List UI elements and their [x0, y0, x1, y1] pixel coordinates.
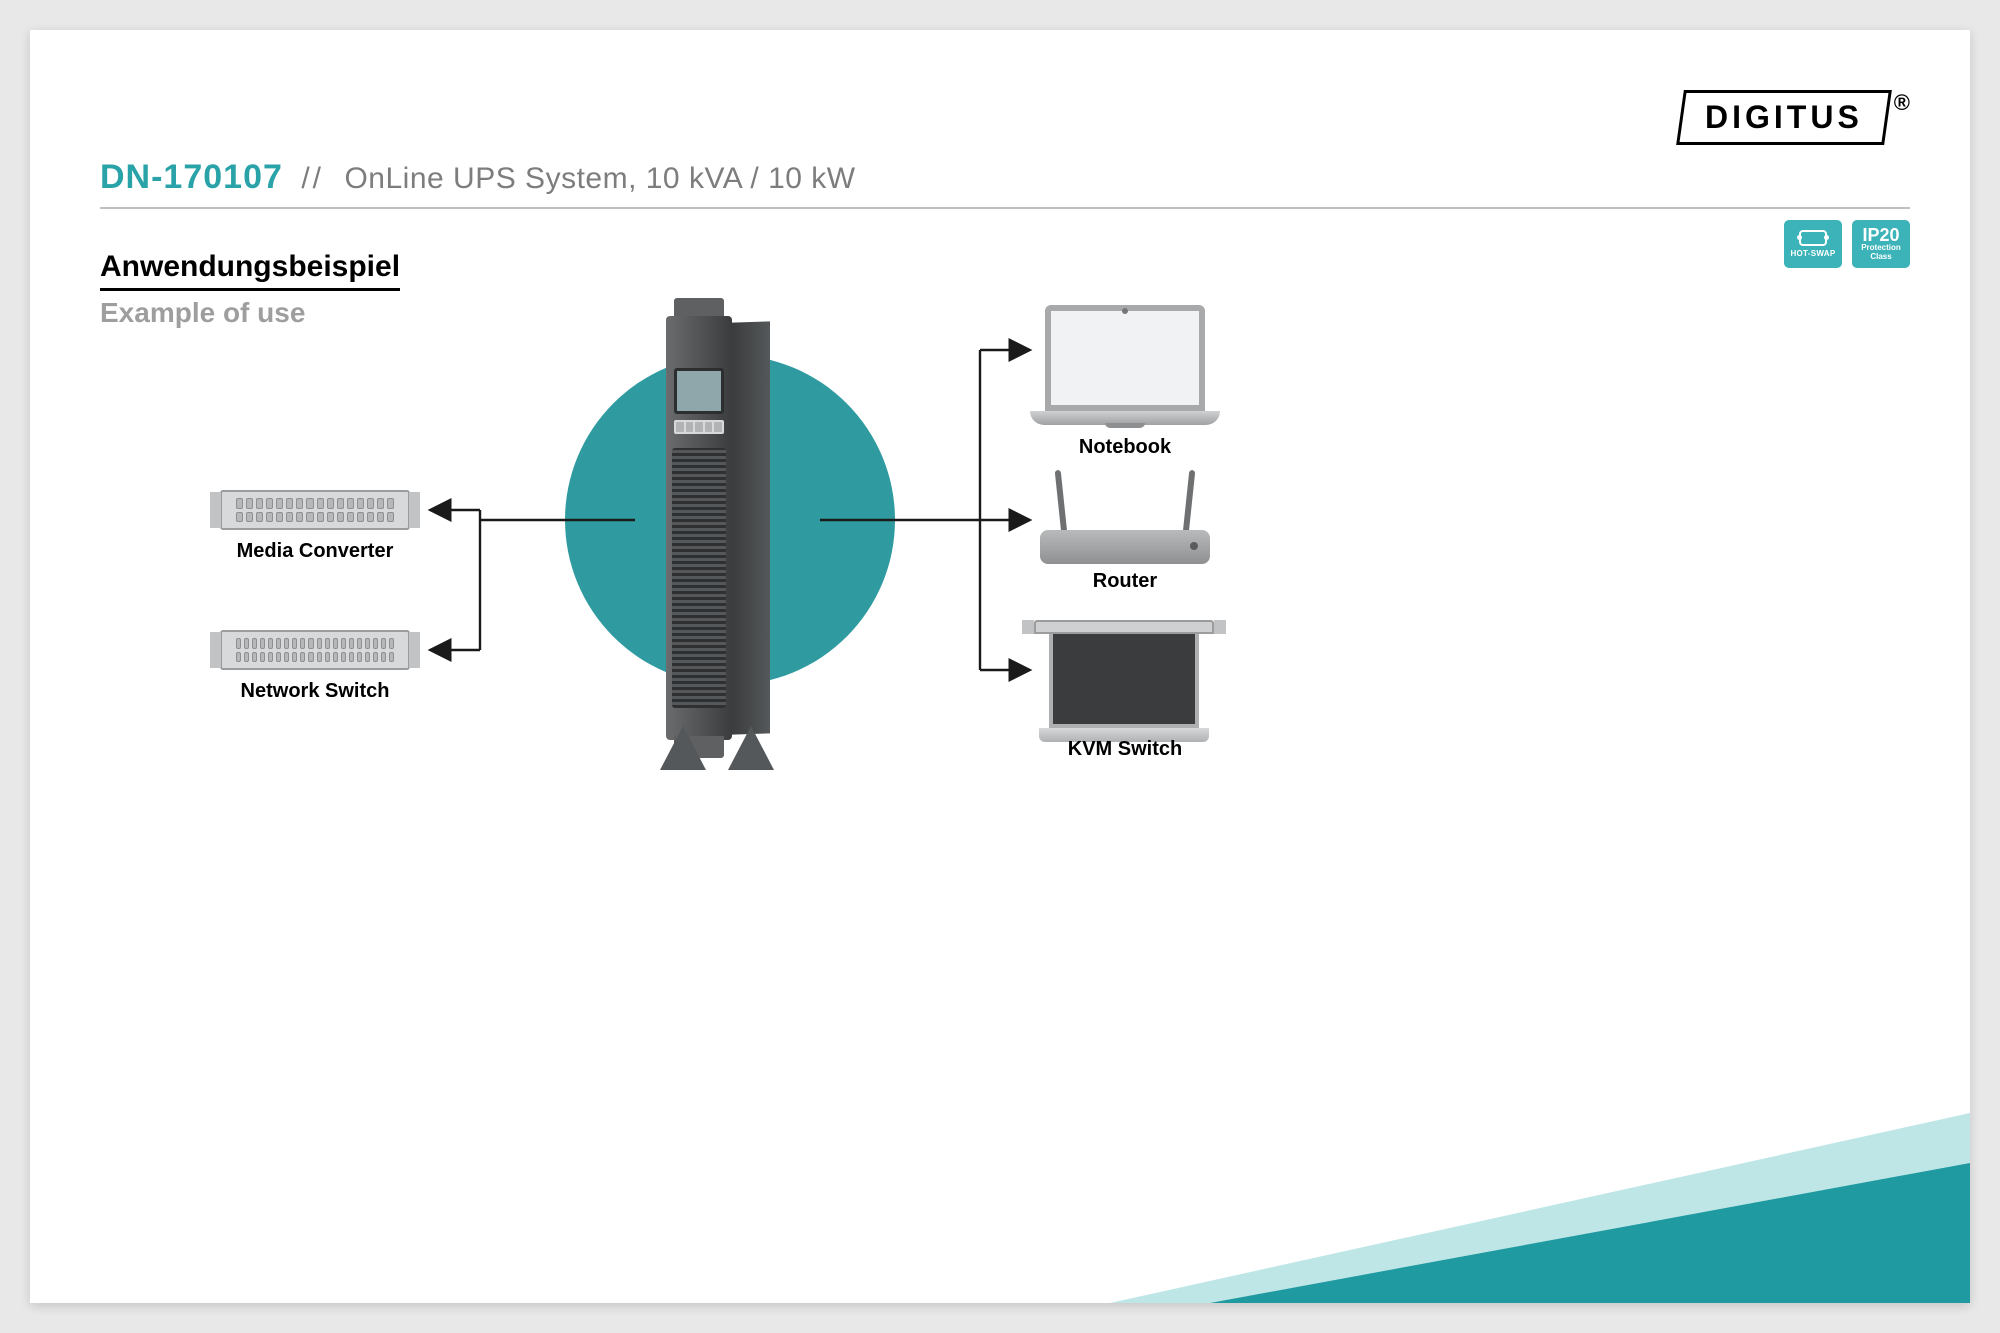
page: DIGITUS ® DN-170107 // OnLine UPS System… [0, 0, 2000, 1333]
network-switch-label: Network Switch [220, 680, 410, 703]
router-body [1040, 530, 1210, 564]
rack-ear [408, 632, 420, 668]
media-converter-label: Media Converter [220, 540, 410, 563]
device-ports [236, 638, 394, 662]
kvm-rack-bar [1034, 620, 1214, 634]
rack-ear [408, 492, 420, 528]
notebook-hinge [1105, 423, 1145, 428]
kvm-screen [1049, 634, 1199, 728]
rack-ear [210, 492, 222, 528]
kvm-switch-device [1034, 620, 1214, 742]
decor-triangle-front [1210, 1163, 1970, 1303]
notebook-label: Notebook [1030, 436, 1220, 459]
notebook-screen [1045, 305, 1205, 411]
router-device [1040, 530, 1210, 564]
device-ports [236, 498, 394, 522]
router-label: Router [1040, 570, 1210, 593]
media-converter-device [220, 490, 410, 530]
content-card: DIGITUS ® DN-170107 // OnLine UPS System… [30, 30, 1970, 1303]
network-switch-device [220, 630, 410, 670]
notebook-device [1030, 305, 1220, 428]
rack-ear [210, 632, 222, 668]
kvm-switch-label: KVM Switch [1032, 738, 1218, 761]
